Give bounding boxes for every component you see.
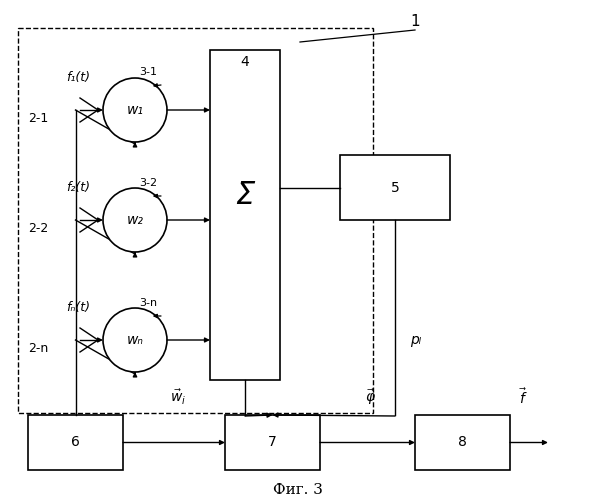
Text: wₙ: wₙ xyxy=(126,333,144,347)
Bar xyxy=(340,155,450,220)
Text: 3-n: 3-n xyxy=(139,298,157,308)
Bar xyxy=(415,415,510,470)
Text: Фиг. 3: Фиг. 3 xyxy=(273,483,323,497)
Text: fₙ(t): fₙ(t) xyxy=(66,302,90,314)
Text: 2-2: 2-2 xyxy=(28,222,48,234)
Text: f₂(t): f₂(t) xyxy=(66,182,90,194)
Bar xyxy=(28,415,123,470)
Bar xyxy=(225,415,320,470)
Text: 6: 6 xyxy=(70,435,79,449)
Text: 8: 8 xyxy=(458,435,467,449)
Bar xyxy=(210,50,280,380)
Text: 7: 7 xyxy=(268,435,277,449)
Text: $\vec{f}$: $\vec{f}$ xyxy=(519,388,527,407)
Circle shape xyxy=(103,188,167,252)
Text: 5: 5 xyxy=(390,181,399,195)
Circle shape xyxy=(103,308,167,372)
Text: $\vec{w}_i$: $\vec{w}_i$ xyxy=(170,388,186,407)
Text: 2-1: 2-1 xyxy=(28,112,48,124)
Text: w₂: w₂ xyxy=(126,213,144,227)
Text: 4: 4 xyxy=(241,55,249,69)
Text: 3-1: 3-1 xyxy=(139,67,157,77)
Text: w₁: w₁ xyxy=(126,103,144,117)
Circle shape xyxy=(103,78,167,142)
Text: 2-n: 2-n xyxy=(28,342,48,354)
Bar xyxy=(18,28,373,413)
Text: $\vec{\varphi}$: $\vec{\varphi}$ xyxy=(365,388,375,407)
Text: Σ: Σ xyxy=(235,180,254,210)
Text: 3-2: 3-2 xyxy=(139,178,157,188)
Text: pₗ: pₗ xyxy=(410,333,421,347)
Text: 1: 1 xyxy=(410,14,420,30)
Text: f₁(t): f₁(t) xyxy=(66,72,90,85)
